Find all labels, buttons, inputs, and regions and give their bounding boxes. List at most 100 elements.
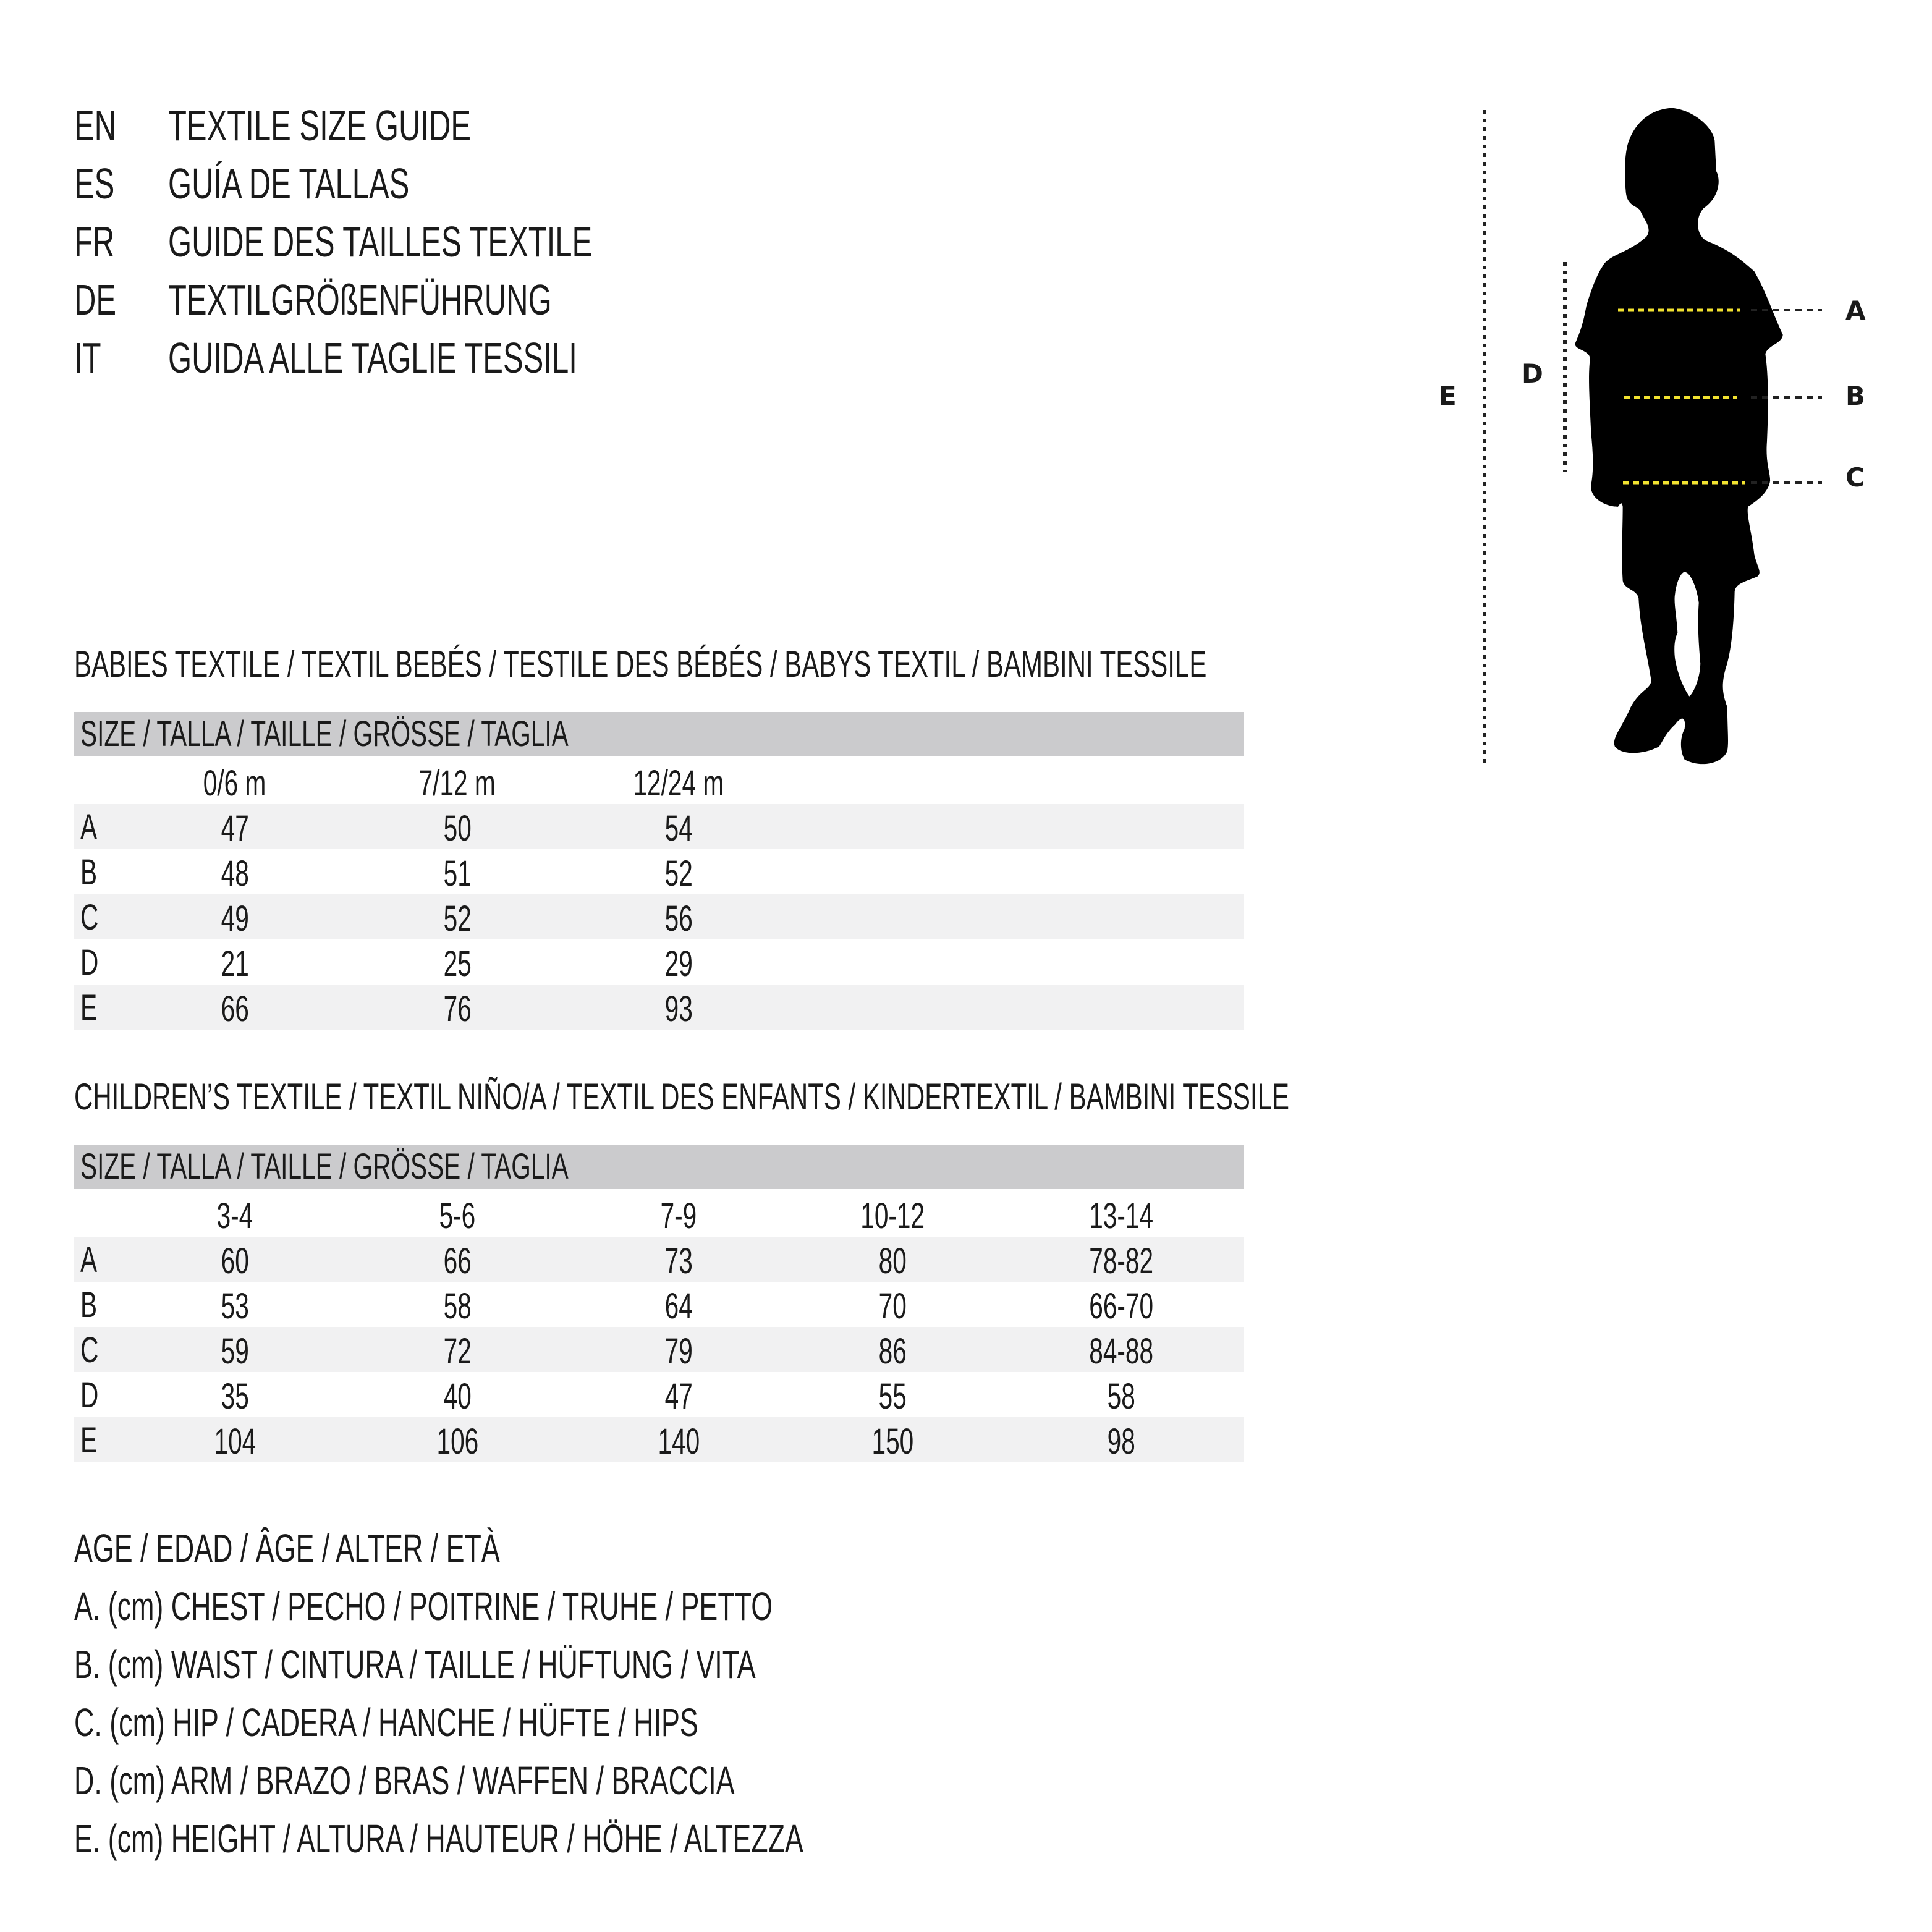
title-text: GUÍA DE TALLAS bbox=[168, 155, 513, 213]
table-cell-text: 55 bbox=[878, 1376, 907, 1417]
table-cell: 66-70 bbox=[1028, 1282, 1214, 1331]
table-row: E 104 106 140 150 98 bbox=[74, 1417, 1244, 1462]
table-cell: 47 bbox=[586, 1372, 771, 1421]
table-cell: 66 bbox=[365, 1237, 550, 1286]
column-header-text: 12/24 m bbox=[633, 763, 724, 803]
title-text-text: TEXTILGRÖßENFÜHRUNG bbox=[168, 276, 552, 324]
table-cell: 40 bbox=[365, 1372, 550, 1421]
table-cell-text: 48 bbox=[221, 854, 249, 894]
column-header: 10-12 bbox=[800, 1192, 985, 1241]
table-cell: 72 bbox=[365, 1327, 550, 1376]
row-label-text: D bbox=[80, 943, 99, 983]
row-label: A bbox=[80, 1237, 104, 1284]
table-cell-text: 66 bbox=[443, 1241, 472, 1281]
column-header: 3-4 bbox=[142, 1192, 328, 1241]
table-row: A 47 50 54 bbox=[74, 804, 1244, 849]
table-cell: 47 bbox=[142, 804, 328, 854]
table-cell: 21 bbox=[142, 939, 328, 989]
table-cell: 56 bbox=[586, 894, 771, 944]
table-cell-text: 86 bbox=[878, 1331, 907, 1371]
table-cell-text: 66 bbox=[221, 989, 249, 1029]
table-cell: 35 bbox=[142, 1372, 328, 1421]
row-label-text: E bbox=[80, 988, 98, 1028]
table-cell-text: 78-82 bbox=[1089, 1241, 1153, 1281]
column-header-row: 0/6 m 7/12 m 12/24 m bbox=[74, 759, 1244, 804]
title-lang-code-text: EN bbox=[74, 101, 117, 150]
row-label-text: B bbox=[80, 1285, 98, 1325]
legend-item: C. (cm) HIP / CADERA / HANCHE / HÜFTE / … bbox=[74, 1700, 966, 1745]
table-cell-text: 35 bbox=[221, 1376, 249, 1417]
column-header-text: 10-12 bbox=[860, 1196, 925, 1236]
mark-d: D bbox=[1522, 358, 1543, 389]
row-label: E bbox=[80, 1417, 104, 1464]
legend-item: A. (cm) CHEST / PECHO / POITRINE / TRUHE… bbox=[74, 1583, 1072, 1629]
table-cell-text: 56 bbox=[664, 899, 693, 939]
table-cell-text: 84-88 bbox=[1089, 1331, 1153, 1371]
table-cell: 49 bbox=[142, 894, 328, 944]
legend-item: AGE / EDAD / ÂGE / ALTER / ETÀ bbox=[74, 1525, 682, 1571]
row-label: E bbox=[80, 985, 104, 1032]
row-label: B bbox=[80, 1282, 104, 1329]
table-cell: 29 bbox=[586, 939, 771, 989]
table-cell-text: 51 bbox=[443, 854, 472, 894]
row-label: D bbox=[80, 939, 106, 986]
babies-size-header: SIZE / TALLA / TAILLE / GRÖSSE / TAGLIA bbox=[74, 712, 1244, 756]
legend-item: B. (cm) WAIST / CINTURA / TAILLE / HÜFTU… bbox=[74, 1642, 1048, 1687]
table-cell-text: 47 bbox=[221, 808, 249, 849]
table-cell-text: 106 bbox=[436, 1421, 478, 1462]
table-cell-text: 66-70 bbox=[1089, 1286, 1153, 1326]
title-text-text: GUIDE DES TAILLES TEXTILE bbox=[168, 218, 593, 266]
legend-item-text: B. (cm) WAIST / CINTURA / TAILLE / HÜFTU… bbox=[74, 1642, 756, 1687]
row-label-text: B bbox=[80, 852, 98, 892]
table-cell-text: 70 bbox=[878, 1286, 907, 1326]
table-cell: 59 bbox=[142, 1327, 328, 1376]
legend-item-text: E. (cm) HEIGHT / ALTURA / HAUTEUR / HÖHE… bbox=[74, 1816, 803, 1861]
table-cell-text: 47 bbox=[664, 1376, 693, 1417]
table-cell: 60 bbox=[142, 1237, 328, 1286]
table-cell-text: 58 bbox=[443, 1286, 472, 1326]
table-cell-text: 73 bbox=[664, 1241, 693, 1281]
table-row: C 59 72 79 86 84-88 bbox=[74, 1327, 1244, 1372]
table-cell-text: 52 bbox=[443, 899, 472, 939]
table-cell-text: 60 bbox=[221, 1241, 249, 1281]
table-cell: 58 bbox=[1028, 1372, 1214, 1421]
table-cell-text: 150 bbox=[871, 1421, 913, 1462]
table-cell: 104 bbox=[142, 1417, 328, 1467]
column-header-text: 7-9 bbox=[660, 1196, 697, 1236]
table-cell-text: 72 bbox=[443, 1331, 472, 1371]
table-cell: 53 bbox=[142, 1282, 328, 1331]
table-cell-text: 59 bbox=[221, 1331, 249, 1371]
table-cell: 50 bbox=[365, 804, 550, 854]
column-header-text: 13-14 bbox=[1089, 1196, 1153, 1236]
title-lang-code-text: IT bbox=[74, 334, 101, 382]
table-cell: 48 bbox=[142, 849, 328, 899]
table-cell-text: 58 bbox=[1107, 1376, 1135, 1417]
table-cell: 84-88 bbox=[1028, 1327, 1214, 1376]
table-cell: 70 bbox=[800, 1282, 985, 1331]
table-cell: 93 bbox=[586, 985, 771, 1034]
table-row: B 53 58 64 70 66-70 bbox=[74, 1282, 1244, 1327]
table-cell-text: 29 bbox=[664, 944, 693, 984]
table-cell: 86 bbox=[800, 1327, 985, 1376]
column-header-text: 3-4 bbox=[216, 1196, 253, 1236]
table-cell-text: 104 bbox=[214, 1421, 256, 1462]
title-text-text: GUIDA ALLE TAGLIE TESSILI bbox=[168, 334, 577, 382]
column-header-text: 7/12 m bbox=[418, 763, 496, 803]
table-cell: 52 bbox=[365, 894, 550, 944]
children-size-header: SIZE / TALLA / TAILLE / GRÖSSE / TAGLIA bbox=[74, 1145, 1244, 1189]
title-text: GUIDE DES TAILLES TEXTILE bbox=[168, 213, 774, 271]
title-text-text: GUÍA DE TALLAS bbox=[168, 159, 410, 208]
row-label: C bbox=[80, 1327, 106, 1374]
table-cell-text: 40 bbox=[443, 1376, 472, 1417]
table-cell: 140 bbox=[586, 1417, 771, 1467]
children-heading: CHILDREN’S TEXTILE / TEXTIL NIÑO/A / TEX… bbox=[74, 1076, 1289, 1117]
legend-item: D. (cm) ARM / BRAZO / BRAS / WAFFEN / BR… bbox=[74, 1758, 1018, 1803]
table-cell-text: 80 bbox=[878, 1241, 907, 1281]
table-row: C 49 52 56 bbox=[74, 894, 1244, 939]
mark-b: B bbox=[1845, 381, 1866, 411]
table-cell: 54 bbox=[586, 804, 771, 854]
column-header: 13-14 bbox=[1028, 1192, 1214, 1241]
title-lang-code: IT bbox=[74, 329, 112, 387]
legend-item-text: AGE / EDAD / ÂGE / ALTER / ETÀ bbox=[74, 1526, 500, 1570]
babies-heading: BABIES TEXTILE / TEXTIL BEBÉS / TESTILE … bbox=[74, 643, 1207, 685]
